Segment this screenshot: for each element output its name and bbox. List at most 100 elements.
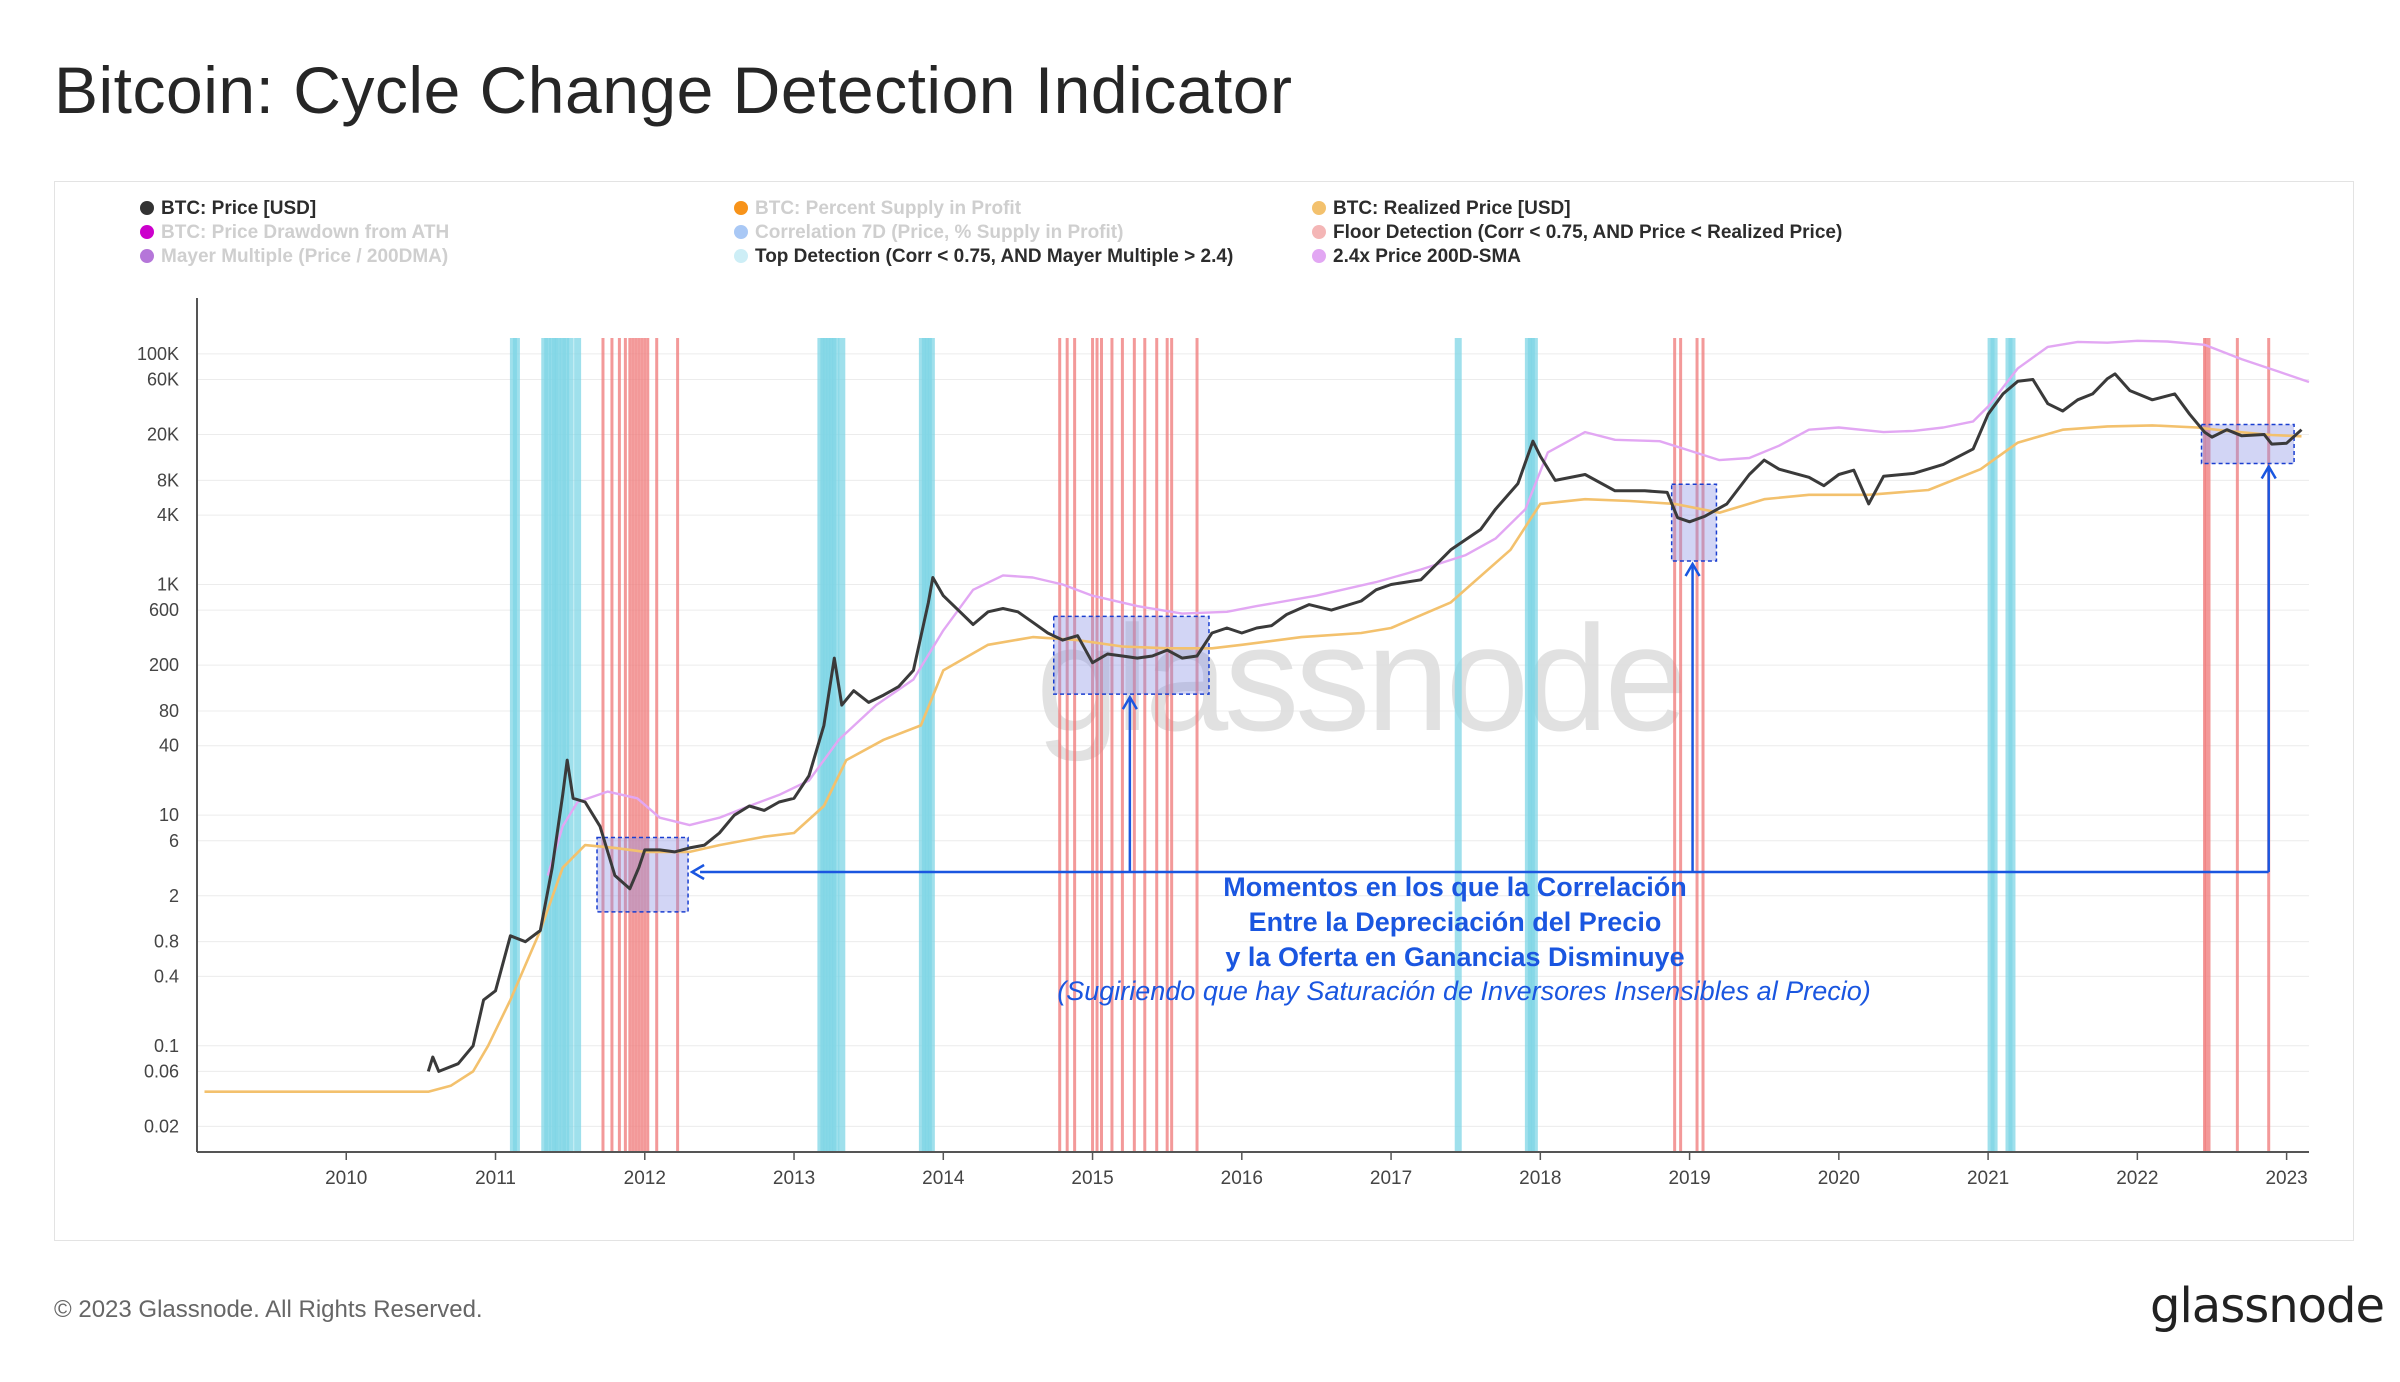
arrow-head bbox=[1684, 561, 1701, 577]
arrow-head bbox=[1121, 694, 1138, 710]
legend-marker bbox=[1312, 201, 1326, 215]
legend: BTC: Price [USD] BTC: Percent Supply in P… bbox=[140, 198, 1842, 267]
top-detection-band bbox=[544, 338, 552, 1152]
top-detection-band bbox=[927, 338, 935, 1152]
page-title: Bitcoin: Cycle Change Detection Indicato… bbox=[54, 53, 1293, 127]
top-detection-band bbox=[1990, 338, 1998, 1152]
floor-detection-band bbox=[1695, 338, 1699, 1152]
y-tick-label: 1K bbox=[157, 575, 179, 595]
legend-label: 2.4x Price 200D-SMA bbox=[1333, 246, 1521, 267]
top-detection-band bbox=[554, 338, 562, 1152]
floor-detection-band bbox=[646, 338, 650, 1152]
x-tick-label: 2021 bbox=[1967, 1168, 2009, 1189]
x-tick-label: 2014 bbox=[922, 1168, 965, 1189]
floor-detection-band bbox=[617, 338, 621, 1152]
series-lines bbox=[204, 339, 2310, 1093]
annotation-line-1: Momentos en los que la Correlación bbox=[1223, 872, 1687, 902]
series-line bbox=[426, 372, 2303, 1073]
legend-label: Top Detection (Corr < 0.75, AND Mayer Mu… bbox=[755, 246, 1233, 267]
floor-detection-band bbox=[1155, 338, 1159, 1152]
y-tick-label: 6 bbox=[169, 831, 179, 851]
floor-detection-band bbox=[601, 338, 605, 1152]
x-tick-label: 2017 bbox=[1370, 1168, 1412, 1189]
floor-detection-band bbox=[640, 338, 644, 1152]
arrow-head bbox=[2260, 464, 2277, 480]
floor-detection-band bbox=[643, 338, 647, 1152]
floor-detection-band bbox=[1073, 338, 1077, 1152]
axes: 0.02 0.06 0.1 0.4 0.8 2 6 10 40 80 200 600 1K 4K 8K 20K… bbox=[137, 298, 2309, 1189]
highlight-box bbox=[596, 836, 689, 913]
floor-detection-band bbox=[1132, 338, 1136, 1152]
y-tick-label: 60K bbox=[147, 369, 179, 389]
footer-copyright: © 2023 Glassnode. All Rights Reserved. bbox=[54, 1296, 483, 1323]
x-tick-label: 2019 bbox=[1668, 1168, 1710, 1189]
floor-detection-band bbox=[676, 338, 680, 1152]
y-tick-label: 10 bbox=[159, 805, 179, 825]
chart-svg: glassnode 0.020.060.10.40.82610408020060… bbox=[137, 198, 2310, 1189]
legend-marker bbox=[734, 225, 748, 239]
floor-detection-band bbox=[1673, 338, 1677, 1152]
floor-detection-band bbox=[1165, 338, 1169, 1152]
chart-panel: glassnode 0.02 0.06 0.1 0.4 0.8 2 6 10 40 80 200 60… bbox=[54, 181, 2354, 1241]
legend-marker bbox=[140, 249, 154, 263]
floor-detection-band bbox=[1195, 338, 1199, 1152]
series-line bbox=[204, 424, 2302, 1093]
annotation-line-3: y la Oferta en Ganancias Disminuye bbox=[1225, 942, 1684, 972]
annotation-text: Momentos en los que la Correlación Entre… bbox=[1057, 872, 1870, 1006]
y-tick-label: 2 bbox=[169, 886, 179, 906]
x-tick-label: 2020 bbox=[1818, 1168, 1860, 1189]
legend-marker bbox=[1312, 225, 1326, 239]
x-tick-label: 2022 bbox=[2116, 1168, 2158, 1189]
floor-detection-band bbox=[637, 338, 641, 1152]
floor-detection-band bbox=[623, 338, 627, 1152]
x-tick-label: 2012 bbox=[624, 1168, 666, 1189]
legend-label: BTC: Percent Supply in Profit bbox=[755, 198, 1022, 219]
x-tick-label: 2015 bbox=[1071, 1168, 1113, 1189]
highlight-boxes bbox=[596, 423, 2295, 913]
legend-label: BTC: Realized Price [USD] bbox=[1333, 198, 1571, 219]
top-detection-bands bbox=[509, 338, 2016, 1152]
y-tick-label: 0.8 bbox=[154, 932, 179, 952]
highlight-box bbox=[1052, 615, 1210, 695]
x-tick-label: 2023 bbox=[2265, 1168, 2307, 1189]
x-tick-label: 2011 bbox=[475, 1168, 516, 1189]
floor-detection-band bbox=[610, 338, 614, 1152]
top-detection-band bbox=[566, 338, 574, 1152]
y-tick-label: 20K bbox=[147, 424, 179, 444]
legend-marker bbox=[734, 249, 748, 263]
y-tick-label: 0.1 bbox=[154, 1036, 179, 1056]
highlight-box bbox=[1670, 483, 1718, 562]
floor-detection-band bbox=[1110, 338, 1114, 1152]
floor-detection-band bbox=[631, 338, 635, 1152]
floor-detection-band bbox=[1100, 338, 1104, 1152]
y-tick-label: 600 bbox=[149, 600, 179, 620]
floor-detection-band bbox=[1120, 338, 1124, 1152]
y-tick-label: 0.02 bbox=[144, 1116, 179, 1136]
top-detection-band bbox=[562, 338, 570, 1152]
y-tick-label: 8K bbox=[157, 470, 179, 490]
floor-detection-band bbox=[2235, 338, 2239, 1152]
y-tick-label: 0.06 bbox=[144, 1061, 179, 1081]
x-tick-label: 2018 bbox=[1519, 1168, 1561, 1189]
floor-detection-band bbox=[1091, 338, 1095, 1152]
y-tick-label: 40 bbox=[159, 736, 179, 756]
annotation-arrows bbox=[689, 464, 2277, 881]
floor-detection-band bbox=[1143, 338, 1147, 1152]
floor-detection-band bbox=[1058, 338, 1062, 1152]
y-tick-label: 80 bbox=[159, 701, 179, 721]
legend-label: BTC: Price [USD] bbox=[161, 198, 316, 219]
x-tick-label: 2016 bbox=[1221, 1168, 1263, 1189]
glassnode-logo: glassnode bbox=[2150, 1278, 2385, 1334]
floor-detection-band bbox=[1170, 338, 1174, 1152]
top-detection-band bbox=[574, 338, 582, 1152]
floor-detection-band bbox=[655, 338, 659, 1152]
legend-marker bbox=[140, 225, 154, 239]
legend-marker bbox=[1312, 249, 1326, 263]
floor-detection-band bbox=[628, 338, 632, 1152]
floor-detection-band bbox=[2207, 338, 2211, 1152]
floor-detection-band bbox=[1095, 338, 1099, 1152]
series-line bbox=[546, 339, 2310, 876]
y-tick-label: 100K bbox=[137, 344, 179, 364]
annotation-line-2: Entre la Depreciación del Precio bbox=[1249, 907, 1662, 937]
y-tick-label: 200 bbox=[149, 655, 179, 675]
